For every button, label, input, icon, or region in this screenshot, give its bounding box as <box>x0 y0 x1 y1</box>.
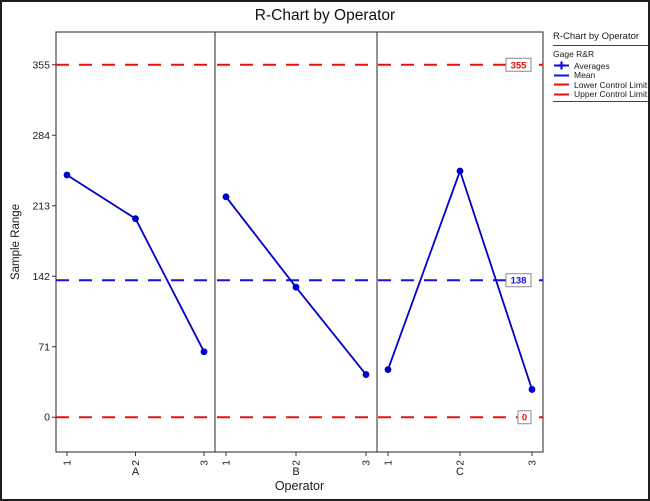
legend-item-averages: Averages <box>553 60 648 71</box>
data-point-A-1[interactable] <box>63 171 71 179</box>
ucl-label-box <box>505 57 532 72</box>
y-tick-label: 284 <box>32 130 50 142</box>
x-tick-label: 3 <box>362 460 373 466</box>
line-swatch-icon <box>554 74 569 76</box>
y-tick-label: 355 <box>32 59 50 71</box>
ucl-label: 355 <box>511 60 528 71</box>
y-tick-label: 71 <box>38 341 50 353</box>
averages-marker-icon <box>554 61 569 70</box>
data-point-B-2[interactable] <box>292 283 300 291</box>
x-tick-label: 3 <box>200 460 211 466</box>
legend-item-label: Upper Control Limit <box>574 89 648 99</box>
legend-item-label: Mean <box>574 70 596 80</box>
legend-item-mean: Mean <box>553 70 648 80</box>
x-axis-title: Operator <box>274 479 325 493</box>
legend-item-upper-control-limit: Upper Control Limit <box>553 89 648 99</box>
line-swatch-icon <box>554 83 569 86</box>
data-point-C-1[interactable] <box>384 366 392 373</box>
data-point-B-1[interactable] <box>222 193 230 201</box>
x-tick-label: 1 <box>384 460 395 466</box>
plot-frame <box>55 31 544 453</box>
line-swatch-icon <box>554 93 569 95</box>
x-tick-label: 1 <box>222 460 233 466</box>
data-point-B-3[interactable] <box>362 371 370 378</box>
x-tick-label: 2 <box>456 460 467 466</box>
lcl-label: 0 <box>522 413 527 424</box>
legend-item-label: Averages <box>574 60 610 71</box>
legend-body: Gage R&R Averages Mean Lower Control Limit… <box>553 46 648 102</box>
legend-item-label: Lower Control Limit <box>574 79 648 90</box>
legend-title: R-Chart by Operator <box>553 31 648 46</box>
legend-items: Averages Mean Lower Control Limit Upper Con… <box>553 60 648 99</box>
x-tick-label: 3 <box>528 460 539 466</box>
series-line-A <box>66 174 205 353</box>
x-tick-label: 1 <box>63 460 74 466</box>
panel-label-B: B <box>292 466 299 478</box>
mean-label: 138 <box>511 276 527 287</box>
panel-label-C: C <box>456 466 464 478</box>
chart-title: R-Chart by Operator <box>254 7 396 24</box>
legend-item-lower-control-limit: Lower Control Limit <box>553 79 648 90</box>
legend-subtitle: Gage R&R <box>553 49 595 59</box>
data-point-A-3[interactable] <box>200 348 208 356</box>
y-tick-label: 213 <box>32 200 50 212</box>
data-point-A-2[interactable] <box>132 215 139 223</box>
y-tick-label: 142 <box>32 271 50 283</box>
data-point-C-3[interactable] <box>528 386 536 393</box>
mean-label-box <box>505 273 532 288</box>
y-tick-label: 0 <box>44 412 50 424</box>
panel-label-A: A <box>132 466 140 478</box>
data-point-C-2[interactable] <box>456 167 464 175</box>
x-tick-label: 2 <box>292 460 303 466</box>
legend: R-Chart by Operator Gage R&R Averages Mea… <box>553 31 648 102</box>
lcl-label-box <box>517 410 532 425</box>
x-tick-label: 2 <box>131 460 142 466</box>
